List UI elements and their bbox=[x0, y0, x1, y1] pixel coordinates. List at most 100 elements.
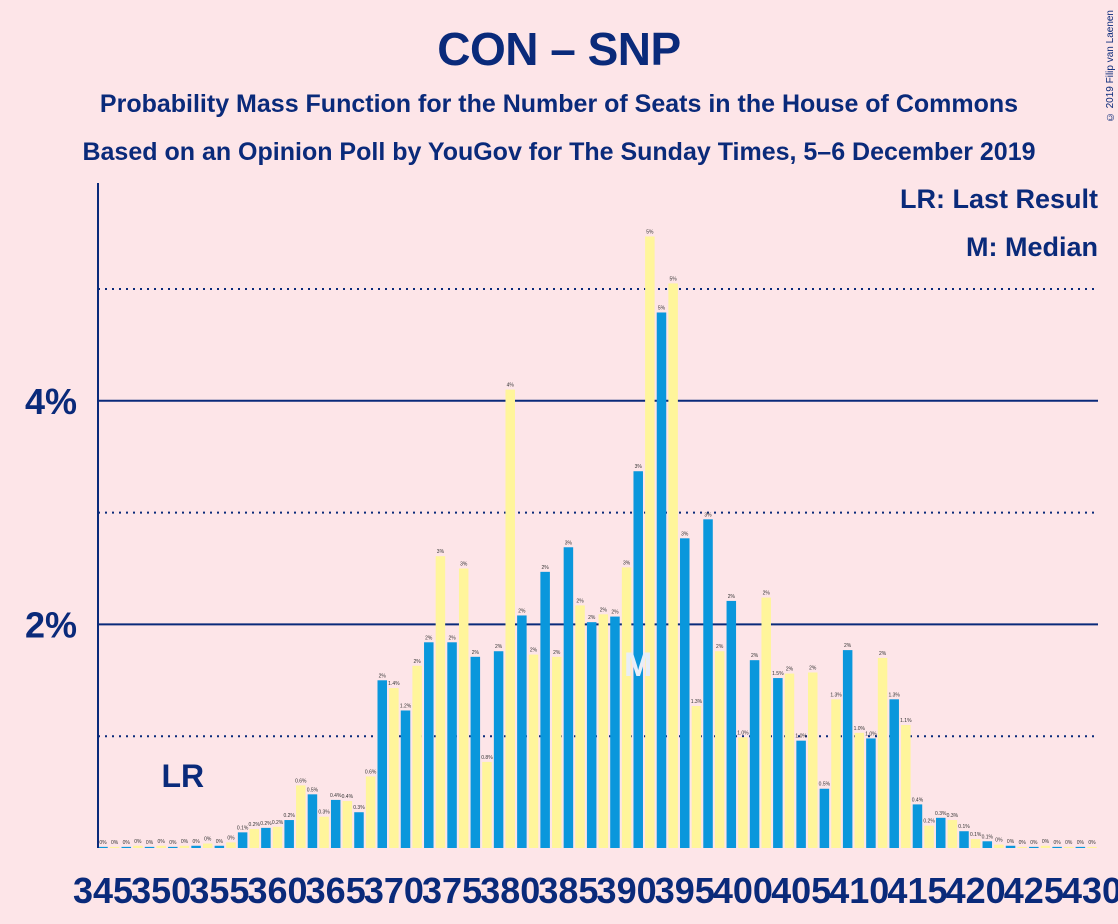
chart-subtitle-2: Based on an Opinion Poll by YouGov for T… bbox=[82, 138, 1036, 166]
bar bbox=[144, 846, 155, 848]
bar-data-label: 0.2% bbox=[923, 819, 935, 825]
y-tick-label: 4% bbox=[25, 381, 77, 422]
bar-data-label: 4% bbox=[507, 383, 515, 389]
bar bbox=[1087, 846, 1097, 848]
bar-data-label: 2% bbox=[472, 650, 480, 656]
bar bbox=[191, 845, 201, 848]
bar bbox=[796, 740, 806, 848]
bar bbox=[889, 699, 899, 848]
bar bbox=[528, 654, 539, 848]
bar bbox=[400, 710, 411, 848]
bar bbox=[668, 283, 678, 848]
bar-data-label: 5% bbox=[670, 276, 678, 282]
bar bbox=[1052, 846, 1062, 848]
bar-data-label: 0.3% bbox=[353, 805, 365, 811]
bar bbox=[749, 660, 760, 848]
bar-data-label: 0.1% bbox=[982, 834, 994, 840]
bar-data-label: 2% bbox=[763, 591, 771, 597]
bar-data-label: 0% bbox=[111, 840, 119, 846]
legend-last-result: LR: Last Result bbox=[899, 184, 1098, 214]
bar bbox=[377, 680, 387, 848]
bar bbox=[330, 799, 341, 848]
bar bbox=[319, 816, 329, 848]
bar bbox=[575, 605, 585, 848]
bar bbox=[761, 597, 771, 848]
x-tick-label: 420 bbox=[946, 870, 1006, 911]
bar bbox=[598, 614, 609, 848]
bar bbox=[284, 820, 294, 848]
bar bbox=[237, 832, 248, 848]
bar bbox=[726, 600, 737, 848]
bar bbox=[563, 547, 574, 848]
bar-data-label: 2% bbox=[379, 673, 387, 679]
bar bbox=[1017, 846, 1027, 848]
bar bbox=[482, 761, 492, 848]
bar bbox=[994, 844, 1004, 848]
y-tick-label: 2% bbox=[25, 604, 77, 645]
bar-data-label: 0% bbox=[99, 840, 107, 846]
bar-data-label: 3% bbox=[437, 549, 445, 555]
bar-data-label: 2% bbox=[414, 659, 422, 665]
bar bbox=[924, 825, 934, 848]
bar bbox=[156, 845, 166, 848]
x-tick-label: 375 bbox=[422, 870, 482, 911]
bar-data-label: 0% bbox=[995, 838, 1003, 844]
bar-data-label: 0% bbox=[134, 839, 142, 845]
bar-data-label: 3% bbox=[565, 540, 573, 546]
bar-data-label: 2% bbox=[588, 615, 596, 621]
bar bbox=[1005, 845, 1016, 848]
bar bbox=[412, 665, 422, 848]
bar bbox=[493, 651, 504, 848]
bar bbox=[773, 678, 783, 848]
bar-data-label: 0.3% bbox=[935, 811, 947, 817]
bar bbox=[98, 846, 108, 848]
x-tick-label: 385 bbox=[538, 870, 598, 911]
bar-data-label: 1.0% bbox=[737, 730, 749, 736]
bar-data-label: 2% bbox=[809, 665, 817, 671]
bar bbox=[214, 845, 225, 848]
bar-data-label: 3% bbox=[460, 562, 468, 568]
x-tick-label: 415 bbox=[887, 870, 947, 911]
bar bbox=[517, 615, 527, 848]
chart-subtitle-1: Probability Mass Function for the Number… bbox=[99, 90, 1019, 118]
x-tick-label: 410 bbox=[829, 870, 889, 911]
bar bbox=[586, 622, 597, 848]
bar bbox=[261, 827, 271, 848]
bar-data-label: 2% bbox=[553, 650, 561, 656]
bar bbox=[424, 642, 434, 848]
bar bbox=[901, 725, 911, 848]
bar-data-label: 0% bbox=[1065, 840, 1073, 846]
bar-data-label: 0% bbox=[227, 835, 235, 841]
bar-data-label: 1.3% bbox=[888, 692, 900, 698]
bar-data-label: 0.2% bbox=[249, 822, 261, 828]
bar-data-label: 0% bbox=[1019, 840, 1027, 846]
bar-data-label: 2% bbox=[425, 635, 433, 641]
bar bbox=[168, 846, 178, 848]
x-tick-label: 425 bbox=[1004, 870, 1064, 911]
bar-data-label: 0% bbox=[192, 839, 200, 845]
bar-data-label: 2% bbox=[786, 667, 794, 673]
bar-data-label: 2% bbox=[879, 651, 887, 657]
bar-data-label: 0.3% bbox=[947, 813, 959, 819]
bar-data-label: 0% bbox=[181, 839, 189, 845]
bar-data-label: 2% bbox=[495, 644, 503, 650]
x-tick-label: 400 bbox=[713, 870, 773, 911]
bar bbox=[121, 846, 132, 848]
bar-data-label: 0% bbox=[158, 839, 166, 845]
x-tick-label: 365 bbox=[306, 870, 366, 911]
bar-data-label: 1.0% bbox=[795, 734, 807, 740]
bar-data-label: 1.0% bbox=[865, 731, 877, 737]
bar-data-label: 1.0% bbox=[854, 726, 866, 732]
bar bbox=[202, 843, 213, 848]
x-tick-label: 380 bbox=[480, 870, 540, 911]
bar-data-label: 0% bbox=[169, 840, 177, 846]
bar-data-label: 3% bbox=[681, 531, 689, 537]
bar bbox=[621, 567, 632, 848]
bar-data-label: 0.2% bbox=[260, 821, 272, 827]
bar-data-label: 0% bbox=[216, 839, 224, 845]
bar bbox=[1040, 845, 1051, 848]
bar-data-label: 0.5% bbox=[307, 787, 319, 793]
bar-data-label: 0% bbox=[1042, 839, 1050, 845]
bar bbox=[1075, 846, 1086, 848]
